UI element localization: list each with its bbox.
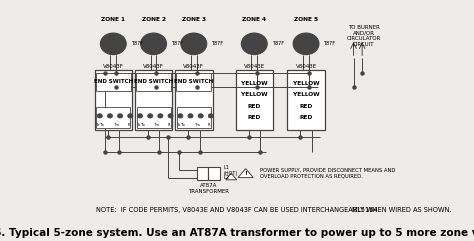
Circle shape bbox=[181, 33, 207, 55]
Text: T87F: T87F bbox=[171, 41, 183, 46]
Bar bbox=[177, 107, 211, 128]
Text: RED: RED bbox=[247, 104, 261, 109]
Text: ZONE 3: ZONE 3 bbox=[182, 17, 206, 22]
Bar bbox=[136, 73, 171, 91]
Bar bbox=[96, 73, 131, 91]
Text: YELLOW: YELLOW bbox=[293, 81, 319, 86]
Text: END SWITCH: END SWITCH bbox=[134, 79, 173, 84]
Bar bbox=[96, 107, 130, 128]
Text: T87F: T87F bbox=[130, 41, 143, 46]
Text: Fig. 16. Typical 5-zone system. Use an AT87A transformer to power up to 5 more z: Fig. 16. Typical 5-zone system. Use an A… bbox=[0, 228, 474, 238]
Text: END SWITCH: END SWITCH bbox=[174, 79, 213, 84]
Circle shape bbox=[248, 38, 261, 49]
Text: R: R bbox=[127, 123, 130, 127]
Text: TO BURNER
AND/OR
CIRCULATOR
CIRCUIT: TO BURNER AND/OR CIRCULATOR CIRCUIT bbox=[346, 25, 381, 47]
Bar bbox=[287, 70, 325, 130]
Text: V8043E: V8043E bbox=[244, 64, 265, 69]
Bar bbox=[95, 70, 132, 130]
Circle shape bbox=[198, 114, 203, 118]
Text: V8043F: V8043F bbox=[103, 64, 124, 69]
Text: NOTE:  IF CODE PERMITS, V8043E AND V8043F CAN BE USED INTERCHANGEABLY WHEN WIRED: NOTE: IF CODE PERMITS, V8043E AND V8043F… bbox=[96, 207, 452, 213]
Polygon shape bbox=[226, 173, 237, 180]
Text: YELLOW: YELLOW bbox=[293, 92, 319, 97]
Circle shape bbox=[128, 114, 133, 118]
Circle shape bbox=[178, 114, 183, 118]
Text: M15164: M15164 bbox=[351, 207, 378, 213]
Circle shape bbox=[97, 114, 102, 118]
Bar bbox=[175, 70, 212, 130]
Text: Tb: Tb bbox=[181, 123, 186, 127]
Text: L1
(HOT): L1 (HOT) bbox=[223, 165, 237, 175]
Text: Tb: Tb bbox=[100, 123, 105, 127]
Circle shape bbox=[118, 114, 123, 118]
Text: V8043E: V8043E bbox=[295, 64, 317, 69]
Bar bbox=[236, 70, 273, 130]
Circle shape bbox=[187, 38, 201, 49]
Bar bbox=[208, 167, 220, 181]
Text: Tm: Tm bbox=[155, 123, 160, 127]
Text: T87F: T87F bbox=[272, 41, 283, 46]
Text: V8043F: V8043F bbox=[143, 64, 164, 69]
Circle shape bbox=[100, 33, 126, 55]
Text: Tb: Tb bbox=[141, 123, 146, 127]
Circle shape bbox=[147, 38, 160, 49]
Circle shape bbox=[168, 114, 173, 118]
Text: ZONE 1: ZONE 1 bbox=[101, 17, 125, 22]
Text: Ta: Ta bbox=[96, 123, 100, 127]
Text: Tm: Tm bbox=[195, 123, 201, 127]
Circle shape bbox=[241, 33, 267, 55]
Circle shape bbox=[107, 114, 112, 118]
Text: R: R bbox=[167, 123, 170, 127]
Text: YELLOW: YELLOW bbox=[241, 92, 268, 97]
Text: L2: L2 bbox=[223, 175, 229, 180]
Circle shape bbox=[141, 33, 166, 55]
Text: ZONE 4: ZONE 4 bbox=[242, 17, 266, 22]
Text: AT87A
TRANSFORMER: AT87A TRANSFORMER bbox=[188, 183, 229, 194]
Text: YELLOW: YELLOW bbox=[241, 81, 268, 86]
Circle shape bbox=[158, 114, 163, 118]
Text: T87F: T87F bbox=[211, 41, 223, 46]
Circle shape bbox=[188, 114, 193, 118]
Text: Ta: Ta bbox=[177, 123, 181, 127]
Circle shape bbox=[137, 114, 143, 118]
Circle shape bbox=[293, 33, 319, 55]
Bar bbox=[176, 73, 211, 91]
Bar bbox=[197, 167, 208, 181]
Text: ZONE 2: ZONE 2 bbox=[142, 17, 165, 22]
Text: V8043F: V8043F bbox=[183, 64, 204, 69]
Text: Ta: Ta bbox=[137, 123, 141, 127]
Text: END SWITCH: END SWITCH bbox=[94, 79, 133, 84]
Circle shape bbox=[300, 38, 312, 49]
Bar bbox=[135, 70, 172, 130]
Text: !: ! bbox=[244, 171, 247, 176]
Text: RED: RED bbox=[247, 115, 261, 120]
Text: RED: RED bbox=[300, 115, 313, 120]
Text: Tm: Tm bbox=[114, 123, 120, 127]
Circle shape bbox=[107, 38, 120, 49]
Text: RED: RED bbox=[300, 104, 313, 109]
Polygon shape bbox=[238, 169, 253, 178]
Circle shape bbox=[147, 114, 153, 118]
Circle shape bbox=[208, 114, 213, 118]
Text: T87F: T87F bbox=[323, 41, 335, 46]
Bar bbox=[137, 107, 171, 128]
Text: R: R bbox=[208, 123, 210, 127]
Text: POWER SUPPLY, PROVIDE DISCONNECT MEANS AND
OVERLOAD PROTECTION AS REQUIRED.: POWER SUPPLY, PROVIDE DISCONNECT MEANS A… bbox=[260, 168, 395, 179]
Text: ZONE 5: ZONE 5 bbox=[294, 17, 318, 22]
